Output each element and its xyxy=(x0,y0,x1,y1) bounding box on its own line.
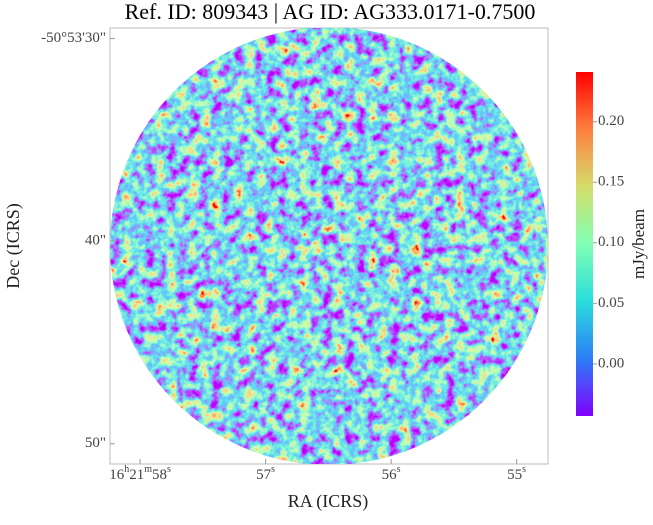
y-axis-label: Dec (ICRS) xyxy=(3,203,24,288)
colorbar-tick-label: 0.10 xyxy=(598,234,624,250)
colorbar-label: mJy/beam xyxy=(629,209,648,279)
y-tick-label: 50" xyxy=(85,435,106,451)
x-axis-label: RA (ICRS) xyxy=(288,491,369,512)
colorbar-tick-label: 0.20 xyxy=(598,113,624,129)
x-tick-label: 56s xyxy=(382,464,401,483)
x-tick-label: 57s xyxy=(256,464,275,483)
x-tick-label: 16h21m58s xyxy=(109,464,171,483)
image xyxy=(110,28,548,464)
y-tick-label: 40" xyxy=(85,233,106,249)
colorbar-tick-label: 0.15 xyxy=(598,174,624,190)
colorbar-tick-label: 0.00 xyxy=(598,355,624,371)
colorbar-tick-label: 0.05 xyxy=(598,295,624,311)
colorbar xyxy=(576,72,593,416)
chart-title: Ref. ID: 809343 | AG ID: AG333.0171-0.75… xyxy=(125,0,536,24)
x-tick-label: 55s xyxy=(507,464,526,483)
y-tick-label: -50°53'30" xyxy=(41,30,106,46)
